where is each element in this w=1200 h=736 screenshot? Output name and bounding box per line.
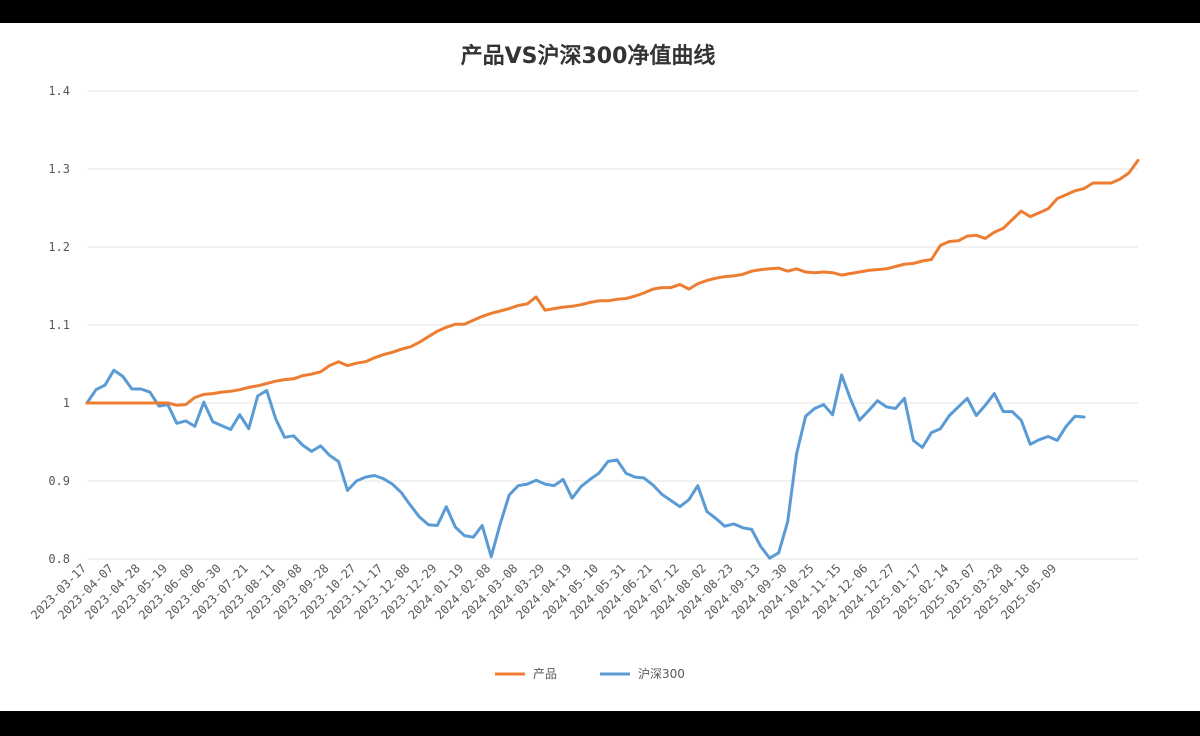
gridlines <box>87 90 1138 560</box>
y-tick-label: 0.9 <box>48 474 70 488</box>
y-tick-label: 1.4 <box>48 84 70 98</box>
chart-title: 产品VS沪深300净值曲线 <box>461 43 716 69</box>
x-axis-ticks: 2023-03-172023-04-072023-04-282023-05-19… <box>28 561 1059 622</box>
legend-label: 沪深300 <box>638 667 685 681</box>
y-axis-ticks: 0.8 0.9 1 1.1 1.2 1.3 1.4 <box>48 84 70 566</box>
y-tick-label: 1.1 <box>48 318 70 332</box>
chart-frame: 产品VS沪深300净值曲线 0.8 0.9 1 1.1 1.2 1.3 1.4 2023-0… <box>0 23 1200 711</box>
series-line <box>85 158 1140 407</box>
line-chart: 产品VS沪深300净值曲线 0.8 0.9 1 1.1 1.2 1.3 1.4 2023-0… <box>28 43 1140 681</box>
y-tick-label: 0.8 <box>48 552 70 566</box>
y-tick-label: 1.2 <box>48 240 70 254</box>
legend-label: 产品 <box>533 667 557 681</box>
y-tick-label: 1 <box>63 396 70 410</box>
legend: 产品 沪深300 <box>495 667 685 681</box>
series-lines <box>85 158 1140 560</box>
y-tick-label: 1.3 <box>48 162 70 176</box>
series-line <box>85 368 1086 560</box>
